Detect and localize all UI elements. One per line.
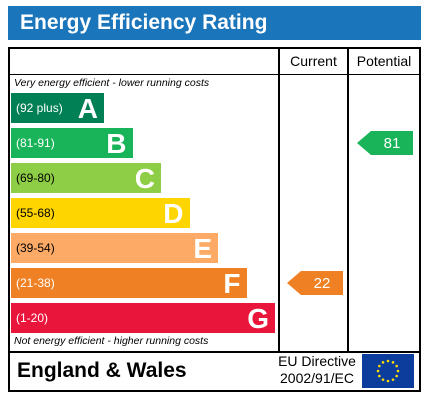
footer-divider [10, 351, 419, 353]
column-divider-potential [347, 49, 349, 353]
potential-rating-value: 81 [383, 135, 401, 152]
eu-directive: EU Directive 2002/91/EC [273, 353, 361, 387]
band-letter: D [163, 198, 184, 229]
eu-flag-icon [362, 354, 414, 388]
arrow-tip [357, 131, 371, 155]
band-range-label: (69-80) [16, 171, 55, 185]
band-letter: F [223, 268, 241, 299]
band-letter: B [106, 128, 127, 159]
eu-star [391, 378, 395, 381]
bottom-scale-note: Not energy efficient - higher running co… [14, 335, 209, 347]
directive-line-1: EU Directive [278, 353, 356, 369]
band-e: (39-54) E [11, 233, 218, 264]
current-rating-value: 22 [313, 275, 331, 292]
band-letter: A [77, 93, 98, 124]
eu-star [376, 369, 380, 373]
eu-star [378, 374, 381, 378]
title-bar: Energy Efficiency Rating [8, 6, 421, 40]
arrow-body [301, 271, 343, 295]
directive-line-2: 2002/91/EC [280, 370, 354, 386]
eu-star [378, 364, 381, 368]
eu-star [391, 361, 395, 364]
band-range-label: (81-91) [16, 136, 55, 150]
band-letter: G [247, 303, 269, 334]
arrow-body [371, 131, 413, 155]
potential-column-header: Potential [356, 53, 412, 69]
band-g: (1-20) G [11, 303, 275, 334]
eu-stars-icon [376, 359, 400, 383]
band-letter: C [134, 163, 155, 194]
rating-table: Current Potential Very energy efficient … [8, 47, 421, 392]
top-scale-note: Very energy efficient - lower running co… [14, 77, 210, 89]
eu-star [395, 364, 398, 368]
eu-star [396, 369, 400, 373]
band-c: (69-80) C [11, 163, 161, 194]
band-range-label: (21-38) [16, 276, 55, 290]
band-range-label: (55-68) [16, 206, 55, 220]
eu-star [386, 379, 390, 383]
current-rating-arrow: 22 [287, 271, 343, 295]
band-b: (81-91) B [11, 128, 133, 159]
column-divider-current [278, 49, 280, 353]
current-column-header: Current [290, 53, 337, 69]
chart-title: Energy Efficiency Rating [20, 11, 268, 34]
band-d: (55-68) D [11, 198, 190, 229]
band-range-label: (1-20) [16, 311, 49, 325]
eu-star [395, 374, 398, 378]
eu-star [381, 361, 385, 364]
band-f: (21-38) F [11, 268, 247, 299]
eu-star [386, 359, 390, 363]
band-range-label: (92 plus) [16, 101, 63, 115]
region-label: England & Wales [17, 359, 187, 382]
arrow-tip [287, 271, 301, 295]
eu-star [381, 378, 385, 381]
band-range-label: (39-54) [16, 241, 55, 255]
header-divider [10, 74, 419, 75]
band-a: (92 plus) A [11, 93, 104, 124]
potential-rating-arrow: 81 [357, 131, 413, 155]
band-letter: E [193, 233, 212, 264]
